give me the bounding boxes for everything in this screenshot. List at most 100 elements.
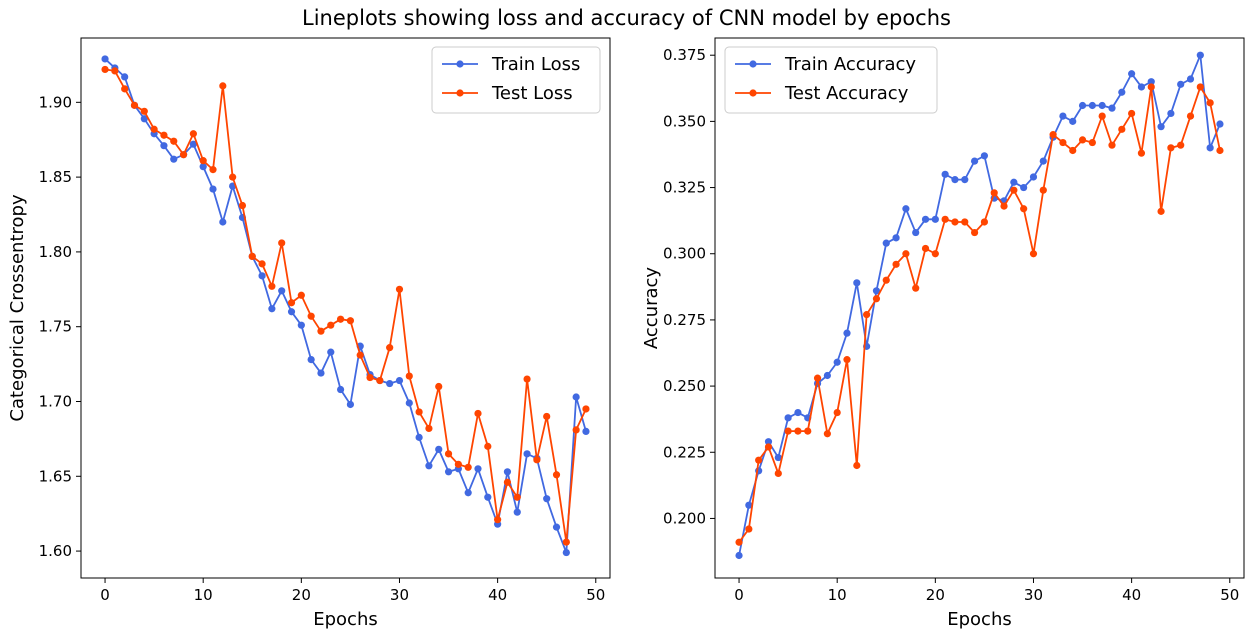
data-point — [160, 131, 168, 139]
y-tick-label: 0.275 — [663, 311, 706, 329]
data-point — [366, 373, 374, 382]
data-point — [582, 405, 590, 413]
chart-panel-2: 0 10 20 30 40 50 0.200 0.225 0.250 0.275 0.300 0.32… — [641, 37, 1245, 630]
data-point — [209, 166, 217, 174]
data-point — [833, 358, 841, 366]
data-point — [140, 115, 148, 123]
data-point — [853, 461, 861, 470]
data-point — [1010, 178, 1018, 186]
data-point — [317, 369, 325, 377]
data-point — [1049, 131, 1057, 139]
data-point — [336, 385, 345, 394]
data-point — [130, 101, 139, 109]
legend-marker — [456, 60, 464, 68]
data-point — [794, 408, 802, 417]
data-point — [327, 348, 335, 356]
data-point — [209, 185, 217, 193]
chart-panel-1: 0 10 20 30 40 50 1.60 1.65 1.70 1.75 1.80 1.85 1.90 E… — [7, 37, 611, 630]
data-point — [1147, 83, 1155, 91]
data-point — [376, 376, 384, 385]
data-point — [307, 312, 315, 320]
data-point — [582, 427, 590, 436]
x-tick-label: 50 — [586, 586, 605, 604]
series-train-loss — [101, 55, 590, 557]
data-point — [238, 201, 247, 210]
data-point — [784, 414, 792, 422]
data-point — [1078, 136, 1087, 144]
data-point — [823, 371, 831, 380]
data-point — [735, 538, 743, 546]
data-point — [386, 379, 394, 388]
y-tick-label: 0.300 — [663, 245, 706, 263]
y-tick-label: 0.225 — [663, 443, 706, 461]
data-point — [287, 308, 296, 316]
data-point — [951, 176, 959, 184]
data-point — [970, 157, 979, 165]
data-point — [523, 450, 531, 458]
y-tick-label: 1.70 — [39, 392, 72, 410]
data-point — [1186, 112, 1195, 120]
data-point — [1137, 149, 1146, 157]
data-point — [179, 151, 188, 159]
data-point — [268, 305, 276, 313]
data-point — [1147, 78, 1155, 86]
data-point — [853, 279, 861, 287]
legend: Train Accuracy Test Accuracy — [724, 46, 938, 114]
data-point — [1108, 104, 1116, 112]
data-point — [1206, 144, 1214, 152]
data-point — [1108, 141, 1116, 149]
data-point — [562, 548, 570, 557]
data-point — [278, 287, 286, 295]
data-point — [219, 218, 227, 226]
y-axis-label: Accuracy — [641, 267, 662, 350]
y-tick-label: 1.60 — [39, 542, 72, 560]
data-point — [1186, 75, 1195, 83]
data-point — [941, 170, 949, 178]
x-tick-label: 10 — [828, 586, 847, 604]
data-point — [1167, 109, 1175, 118]
data-point — [170, 155, 178, 163]
data-point — [111, 67, 119, 75]
x-axis-label: Epochs — [947, 609, 1012, 630]
x-axis-label: Epochs — [313, 609, 378, 630]
data-point — [1137, 83, 1146, 91]
data-point — [921, 244, 930, 253]
data-point — [425, 424, 433, 433]
data-point — [543, 412, 551, 421]
data-point — [745, 525, 753, 533]
x-tick-label: 10 — [194, 586, 213, 604]
data-point — [189, 140, 197, 148]
data-point — [278, 239, 286, 247]
series-test-accuracy — [735, 83, 1224, 546]
data-point — [562, 538, 570, 546]
data-point — [1078, 101, 1087, 110]
data-point — [543, 495, 551, 503]
data-point — [189, 130, 197, 138]
series-line — [738, 84, 1221, 543]
data-point — [1157, 207, 1165, 215]
data-point — [405, 372, 413, 380]
data-point — [199, 163, 207, 171]
data-point — [1128, 109, 1136, 118]
data-point — [1216, 146, 1224, 155]
data-point — [961, 176, 969, 184]
data-point — [1177, 80, 1185, 88]
data-point — [415, 433, 423, 441]
data-point — [307, 356, 315, 364]
data-point — [941, 215, 949, 223]
data-point — [872, 287, 881, 295]
y-tick-label: 1.90 — [39, 93, 72, 111]
data-point — [912, 228, 920, 237]
data-point — [552, 523, 561, 531]
data-point — [572, 393, 580, 401]
data-point — [1167, 144, 1175, 152]
data-point — [395, 285, 404, 293]
data-point — [764, 438, 773, 446]
legend-box — [724, 46, 938, 114]
data-point — [258, 272, 266, 280]
data-point — [843, 356, 851, 364]
data-point — [833, 408, 841, 417]
legend-label: Train Loss — [491, 54, 580, 75]
data-point — [533, 456, 541, 464]
